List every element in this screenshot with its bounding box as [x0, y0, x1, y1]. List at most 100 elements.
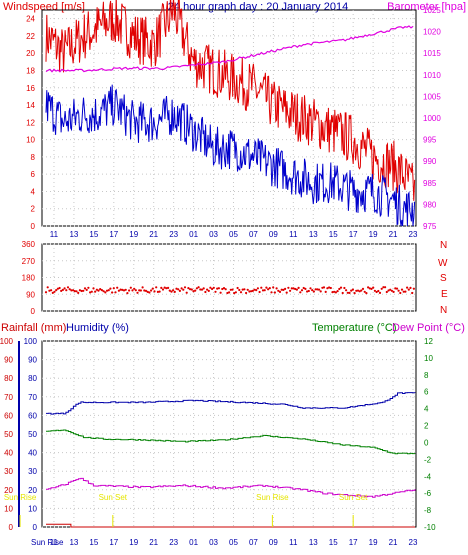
rainfall-tick-label: 0 [9, 523, 14, 532]
direction-point [192, 290, 195, 293]
direction-point [199, 288, 202, 291]
direction-point [261, 289, 265, 292]
direction-point [331, 291, 334, 294]
direction-label-n-top: N [440, 240, 447, 251]
direction-point [105, 289, 109, 292]
barometer-tick-label: 980 [423, 200, 437, 209]
direction-point [367, 286, 370, 289]
bottom-x-tick-label: 17 [349, 538, 358, 547]
direction-point [156, 290, 159, 293]
direction-point [80, 289, 83, 293]
direction-point [73, 290, 76, 293]
direction-point [200, 288, 204, 291]
humidity-tick-label: 10 [28, 504, 37, 513]
direction-point [273, 291, 276, 294]
direction-point [77, 291, 80, 294]
direction-point [195, 287, 198, 290]
bottom-x-tick-label: 07 [249, 538, 258, 547]
direction-point [212, 286, 215, 289]
top-x-tick-label: 15 [89, 230, 98, 239]
direction-point [148, 291, 151, 294]
direction-point [385, 290, 388, 294]
top-x-tick-label: 19 [369, 230, 378, 239]
direction-point [341, 291, 344, 295]
direction-point [324, 290, 327, 293]
direction-point [392, 290, 395, 293]
direction-point [204, 290, 207, 294]
direction-point [112, 287, 115, 290]
direction-point [197, 286, 200, 289]
windspeed-tick-label: 10 [26, 136, 35, 145]
direction-point [173, 290, 176, 293]
top-x-tick-label: 11 [50, 230, 59, 239]
windspeed-tick-label: 4 [31, 187, 36, 196]
rainfall-tick-label: 10 [4, 504, 13, 513]
direction-point [122, 289, 126, 292]
direction-point [68, 288, 71, 291]
direction-point [258, 290, 261, 294]
temperature-tick-label: -4 [424, 472, 432, 481]
direction-point [370, 287, 373, 290]
direction-point [153, 290, 156, 293]
direction-point [155, 286, 158, 289]
direction-point [360, 289, 363, 292]
rainfall-tick-label: 90 [4, 356, 13, 365]
windspeed-tick-label: 6 [31, 170, 36, 179]
direction-point [217, 287, 220, 290]
direction-point [317, 288, 321, 291]
direction-point [168, 289, 171, 292]
dewpoint-axis-title: Dew Point (°C) [392, 322, 465, 334]
temperature-tick-label: -6 [424, 489, 432, 498]
rainfall-series-line [46, 523, 415, 528]
direction-point [116, 286, 119, 289]
direction-point [95, 288, 98, 291]
direction-point [63, 287, 66, 290]
direction-tick-label: 180 [22, 274, 36, 283]
direction-point [119, 288, 122, 291]
direction-point [183, 286, 187, 289]
direction-point [339, 286, 343, 289]
direction-tick-label: 360 [22, 240, 36, 249]
direction-point [58, 286, 61, 290]
humidity-axis-title: Humidity (%) [66, 322, 129, 334]
rainfall-tick-label: 20 [4, 486, 13, 495]
direction-point [189, 288, 192, 291]
direction-point [356, 289, 360, 292]
direction-point [348, 291, 351, 294]
direction-point [290, 287, 293, 290]
humidity-tick-label: 0 [33, 523, 38, 532]
direction-point [94, 290, 97, 293]
direction-point [361, 287, 365, 290]
direction-point [182, 288, 185, 291]
direction-point [292, 287, 295, 290]
direction-point [372, 286, 375, 289]
direction-point [363, 290, 366, 293]
direction-point [65, 289, 68, 292]
direction-point [412, 287, 415, 290]
direction-point [202, 287, 205, 290]
direction-point [389, 288, 392, 291]
direction-point [355, 289, 358, 292]
direction-point [50, 289, 53, 292]
temperature-tick-label: -8 [424, 506, 432, 515]
humidity-tick-label: 20 [28, 486, 37, 495]
sun-event-label: Sun Rise [4, 493, 37, 502]
direction-point [404, 290, 407, 293]
windspeed-tick-label: 16 [26, 84, 35, 93]
direction-point [180, 287, 183, 290]
direction-point [382, 286, 385, 289]
temperature-tick-label: 2 [424, 422, 429, 431]
bottom-x-tick-label: 15 [329, 538, 338, 547]
direction-point [265, 286, 268, 289]
direction-point [304, 287, 307, 290]
sun-event-label: Sun Rise [256, 493, 289, 502]
direction-point [316, 288, 319, 291]
direction-point [104, 291, 107, 294]
direction-point [387, 289, 390, 292]
bottom-x-tick-label: 19 [129, 538, 138, 547]
barometer-tick-label: 1020 [423, 28, 441, 37]
direction-point [102, 290, 105, 293]
temperature-axis-title: Temperature (°C) [312, 322, 396, 334]
direction-point [216, 287, 219, 290]
direction-point [144, 289, 148, 292]
